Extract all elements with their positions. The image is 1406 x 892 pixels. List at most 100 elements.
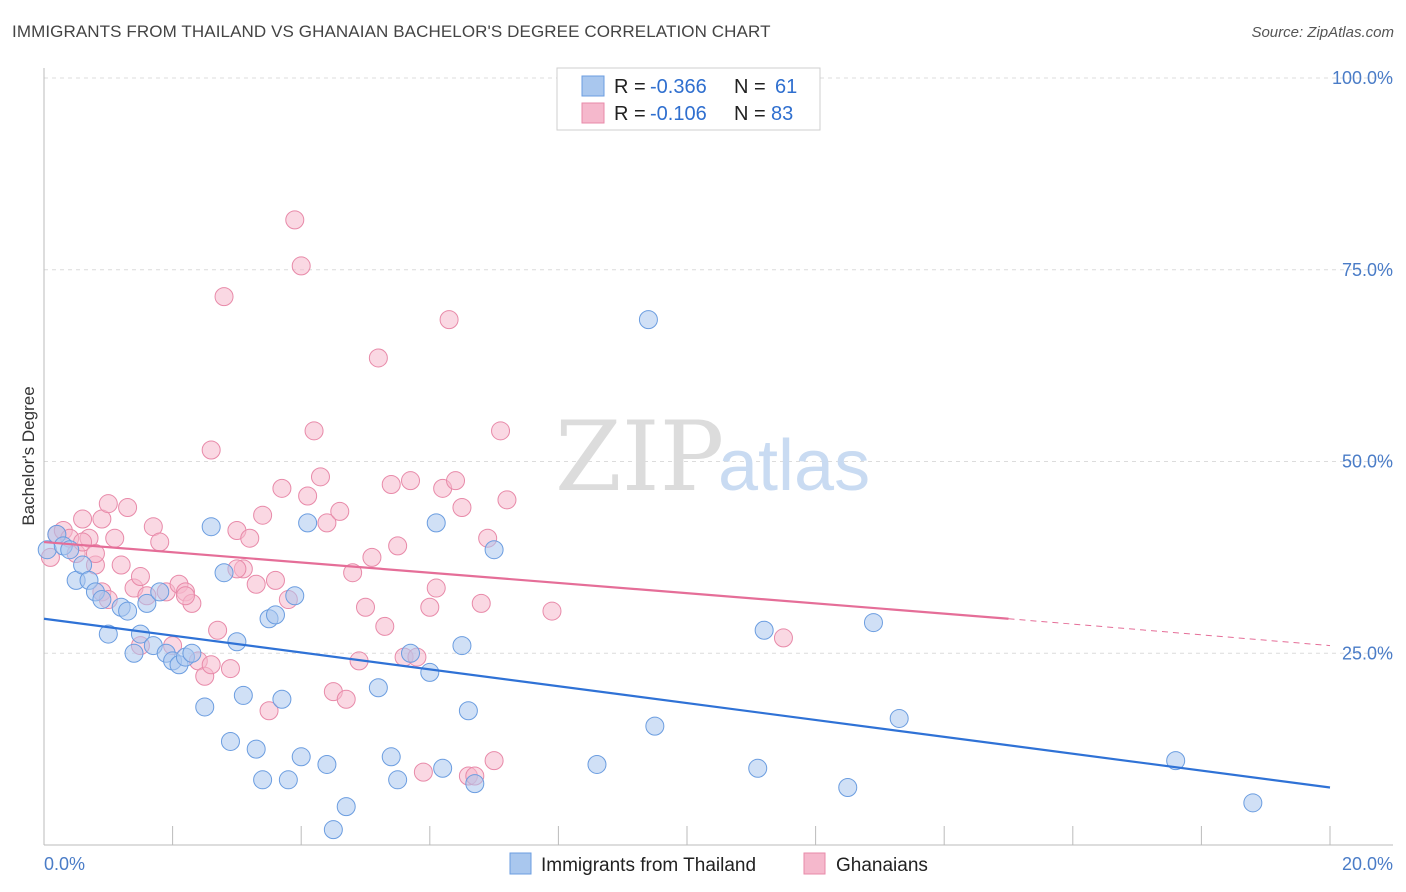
data-point	[439, 310, 459, 330]
data-point	[137, 593, 157, 613]
source-label: Source: ZipAtlas.com	[1251, 24, 1394, 41]
data-point	[748, 758, 768, 778]
data-point	[208, 620, 228, 640]
legend-swatch-blue	[581, 75, 605, 97]
data-point	[227, 632, 247, 652]
x-tick-label-min: 0.0%	[44, 854, 85, 874]
stats-legend: R = -0.366 N = 61 R = -0.106 N = 83	[556, 67, 821, 131]
data-point	[375, 616, 395, 636]
legend-n-value-pink: 83	[771, 103, 793, 125]
data-point	[265, 570, 285, 590]
y-axis-label: Bachelor's Degree	[19, 386, 38, 525]
data-point	[426, 578, 446, 598]
data-point	[220, 659, 240, 679]
data-point	[401, 471, 421, 491]
data-point	[381, 475, 401, 495]
data-point	[175, 586, 195, 606]
bottom-legend-label-thailand: Immigrants from Thailand	[541, 855, 756, 876]
data-point	[317, 513, 337, 533]
data-point	[291, 256, 311, 276]
data-point	[330, 501, 350, 521]
bottom-legend-label-ghanaians: Ghanaians	[836, 855, 928, 876]
data-point	[773, 628, 793, 648]
data-point	[118, 601, 138, 621]
data-point	[388, 536, 408, 556]
y-tick-label: 100.0%	[1332, 68, 1393, 88]
data-point	[73, 509, 93, 529]
data-point	[838, 777, 858, 797]
data-point	[638, 310, 658, 330]
data-point	[471, 593, 491, 613]
data-point	[368, 678, 388, 698]
data-point	[253, 505, 273, 525]
data-point	[458, 701, 478, 721]
data-point	[150, 582, 170, 602]
data-point	[201, 440, 221, 460]
data-point	[272, 478, 292, 498]
trend-line-ghanaians	[43, 540, 1009, 620]
data-point	[362, 547, 382, 567]
legend-r-label-pink: R =	[614, 103, 646, 125]
data-point	[542, 601, 562, 621]
data-point	[336, 689, 356, 709]
data-point	[587, 754, 607, 774]
x-tick-label-max: 20.0%	[1342, 854, 1393, 874]
legend-r-value-pink: -0.106	[650, 103, 707, 125]
data-point	[1243, 793, 1263, 813]
legend-n-label-blue: N =	[734, 76, 766, 98]
data-point	[105, 528, 125, 548]
data-point	[253, 770, 273, 790]
data-point	[285, 210, 305, 230]
watermark-atlas: atlas	[718, 426, 870, 506]
data-point	[401, 643, 421, 663]
data-point	[214, 563, 234, 583]
data-point	[291, 747, 311, 767]
data-point	[259, 701, 279, 721]
bottom-legend-swatch-thailand	[509, 852, 532, 875]
legend-n-label-pink: N =	[734, 103, 766, 125]
watermark-zip: ZIP	[555, 401, 724, 513]
data-point	[420, 597, 440, 617]
data-point	[497, 490, 517, 510]
data-point	[413, 762, 433, 782]
y-tick-label: 25.0%	[1342, 643, 1393, 663]
y-tick-label: 75.0%	[1342, 260, 1393, 280]
data-point	[336, 797, 356, 817]
data-point	[85, 544, 105, 564]
legend-r-label-blue: R =	[614, 76, 646, 98]
data-point	[317, 754, 337, 774]
data-point	[1166, 751, 1186, 771]
data-point	[433, 758, 453, 778]
data-point	[452, 636, 472, 656]
trend-line-thailand	[43, 617, 1331, 789]
data-point	[201, 655, 221, 675]
data-point	[420, 662, 440, 682]
data-point	[240, 528, 260, 548]
data-point	[201, 517, 221, 537]
data-point	[195, 697, 215, 717]
data-point	[452, 498, 472, 518]
data-point	[323, 820, 343, 840]
chart-title: IMMIGRANTS FROM THAILAND VS GHANAIAN BAC…	[12, 22, 771, 41]
data-point	[754, 620, 774, 640]
data-point	[388, 770, 408, 790]
data-point	[272, 689, 292, 709]
x-axis-ticks	[172, 826, 1331, 845]
data-point	[233, 685, 253, 705]
data-point	[343, 563, 363, 583]
y-tick-label: 50.0%	[1342, 452, 1393, 472]
data-point	[220, 731, 240, 751]
data-point	[246, 574, 266, 594]
data-point	[214, 287, 234, 307]
data-point	[491, 421, 511, 441]
data-point	[484, 540, 504, 560]
data-point	[298, 513, 318, 533]
data-point	[381, 747, 401, 767]
data-point	[92, 590, 112, 610]
data-point	[484, 751, 504, 771]
trend-lines	[43, 540, 1331, 789]
data-point	[368, 348, 388, 368]
data-point	[285, 586, 305, 606]
legend-swatch-pink	[581, 102, 605, 124]
data-point	[426, 513, 446, 533]
